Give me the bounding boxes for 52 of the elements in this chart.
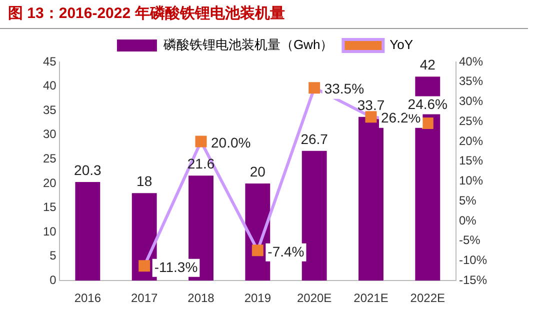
y2-tick-label: 10% (458, 174, 484, 188)
y2-tick-label: 40% (458, 54, 484, 68)
bar (75, 182, 100, 281)
x-tick-label: 2021E (354, 291, 388, 306)
y2-tick-label: 35% (458, 74, 484, 88)
data-label: 18 (136, 173, 152, 190)
point (195, 136, 207, 148)
x-tick-label: 2016 (74, 291, 102, 306)
y-tick-label: 40 (42, 78, 57, 93)
data-label: 20.0% (211, 134, 251, 150)
y2-tick-label: 30% (458, 94, 484, 108)
y-tick-label: 0 (50, 272, 57, 287)
y-tick-label: 25 (42, 151, 57, 166)
y-tick-label: 45 (42, 54, 57, 68)
point (422, 117, 434, 129)
data-label: 26.7 (300, 130, 328, 147)
y2-tick-label: 25% (458, 114, 484, 128)
y-tick-label: 10 (42, 224, 57, 238)
y-tick-label: 15 (42, 200, 57, 214)
y-tick-label: 30 (42, 127, 57, 142)
data-label: 21.6 (187, 156, 215, 172)
data-label: -7.4% (268, 243, 304, 260)
y2-tick-label: 5% (458, 193, 477, 208)
data-label: 33.5% (324, 80, 364, 97)
bar (358, 116, 384, 281)
data-label: 20.3 (74, 162, 102, 178)
point (252, 244, 264, 256)
legend-label: YoY (390, 37, 414, 52)
x-tick-label: 2017 (130, 291, 158, 306)
point (138, 260, 150, 272)
y2-tick-label: 15% (458, 154, 484, 168)
y-tick-label: 20 (42, 176, 57, 190)
point (308, 82, 320, 94)
y2-tick-label: -5% (458, 233, 481, 248)
y2-tick-label: -15% (458, 272, 488, 287)
x-tick-label: 2019 (244, 291, 272, 306)
x-tick-label: 2022E (410, 291, 446, 306)
legend-label: 磷酸铁锂电池装机量（Gwh） (162, 37, 334, 52)
y2-tick-label: 0% (458, 213, 477, 228)
chart-title: 图 13：2016-2022 年磷酸铁锂电池装机量 (0, 0, 528, 29)
y2-tick-label: 20% (458, 134, 484, 148)
x-tick-label: 2018 (188, 291, 215, 306)
data-label: -11.3% (154, 258, 198, 275)
data-label: 42 (420, 56, 436, 72)
x-tick-label: 2020E (296, 291, 332, 306)
data-label: 26.2% (380, 110, 421, 126)
point (365, 111, 377, 123)
y-tick-label: 35 (42, 102, 57, 117)
data-label: 24.6% (408, 96, 448, 112)
data-label: 20 (250, 163, 266, 180)
y2-tick-label: -10% (458, 253, 488, 268)
y-tick-label: 5 (50, 248, 57, 263)
